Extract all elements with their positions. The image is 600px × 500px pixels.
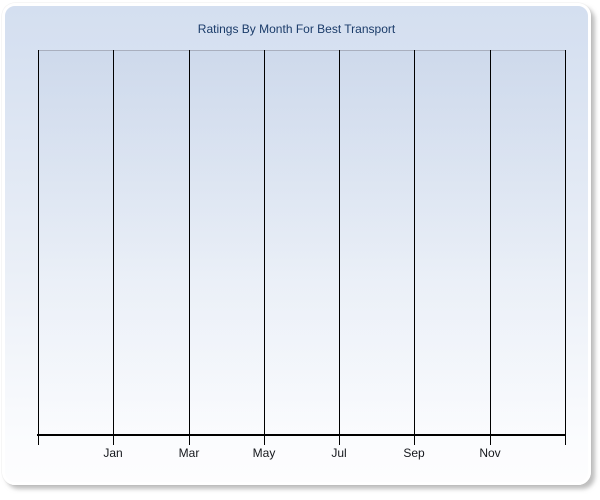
x-axis-line bbox=[37, 434, 566, 436]
x-gridline bbox=[264, 50, 265, 445]
x-gridline bbox=[414, 50, 415, 445]
x-tick-label-jan: Jan bbox=[103, 446, 123, 460]
plot-area bbox=[38, 50, 565, 435]
x-gridline bbox=[490, 50, 491, 445]
x-tick-label-sep: Sep bbox=[403, 446, 425, 460]
x-gridline bbox=[189, 50, 190, 445]
x-tick-label-mar: Mar bbox=[178, 446, 200, 460]
x-gridline bbox=[38, 50, 39, 445]
x-gridline bbox=[339, 50, 340, 445]
chart-title: Ratings By Month For Best Transport bbox=[197, 22, 396, 36]
x-tick-label-may: May bbox=[252, 446, 276, 460]
plot-top-border bbox=[38, 50, 566, 51]
x-tick-label-jul: Jul bbox=[331, 446, 347, 460]
x-tick-label-nov: Nov bbox=[479, 446, 501, 460]
x-gridline bbox=[113, 50, 114, 445]
chart-panel: Ratings By Month For Best Transport bbox=[2, 3, 591, 485]
x-gridline bbox=[565, 50, 566, 445]
